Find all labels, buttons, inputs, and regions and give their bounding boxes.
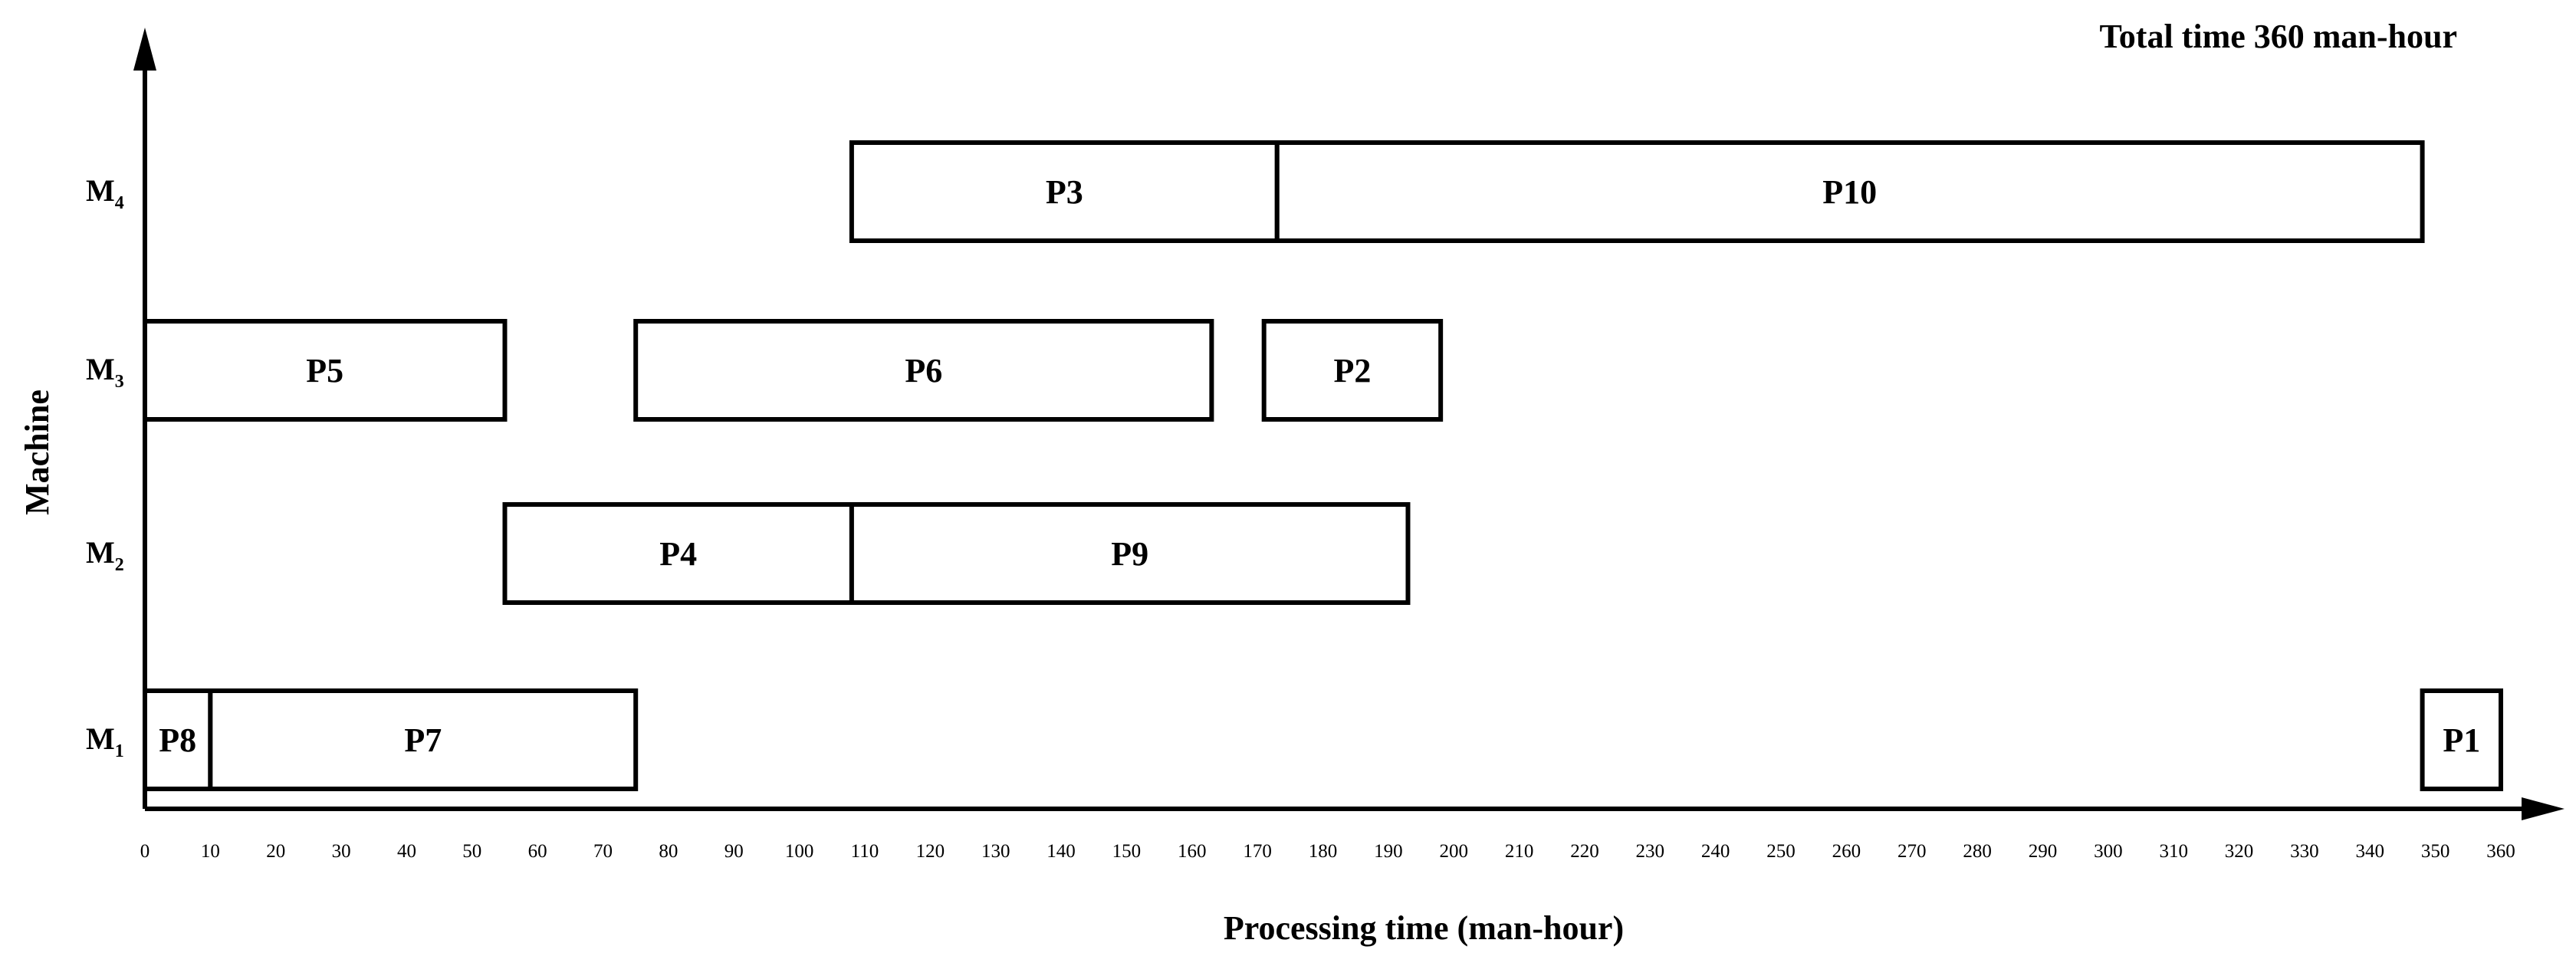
task-label: P7 xyxy=(404,721,442,759)
task-bars: P8 P7 P1 P4 P9 P5 P6 P2 P3 P10 xyxy=(145,143,2501,789)
x-tick-label: 310 xyxy=(2159,841,2188,862)
task-bar-p10: P10 xyxy=(1277,143,2423,241)
x-tick-label: 30 xyxy=(332,841,351,862)
total-time-note: Total time 360 man-hour xyxy=(2100,18,2458,55)
x-tick-label: 40 xyxy=(397,841,416,862)
x-tick-label: 110 xyxy=(851,841,879,862)
x-tick-label: 170 xyxy=(1243,841,1272,862)
x-tick-label: 60 xyxy=(528,841,547,862)
x-tick-label: 80 xyxy=(659,841,678,862)
task-label: P9 xyxy=(1111,535,1148,573)
x-tick-label: 210 xyxy=(1505,841,1534,862)
task-bar-p2: P2 xyxy=(1264,321,1441,419)
x-tick-label: 20 xyxy=(266,841,285,862)
machine-label-m1: M1 xyxy=(86,721,124,761)
machine-label-m2: M2 xyxy=(86,535,124,575)
machine-labels: M1 M2 M3 M4 xyxy=(86,173,124,761)
y-axis-arrow xyxy=(133,28,156,71)
task-bar-p7: P7 xyxy=(210,691,636,789)
task-bar-p6: P6 xyxy=(636,321,1211,419)
x-tick-label: 90 xyxy=(724,841,744,862)
task-label: P8 xyxy=(159,721,196,759)
x-tick-label: 0 xyxy=(140,841,150,862)
x-tick-label: 130 xyxy=(981,841,1010,862)
y-axis-title: Machine xyxy=(18,389,56,515)
x-tick-label: 260 xyxy=(1832,841,1861,862)
task-bar-p4: P4 xyxy=(504,504,851,603)
x-tick-label: 250 xyxy=(1766,841,1796,862)
x-tick-label: 50 xyxy=(462,841,481,862)
machine-label-m3: M3 xyxy=(86,352,124,392)
x-tick-label: 240 xyxy=(1701,841,1730,862)
machine-label-m4: M4 xyxy=(86,173,124,213)
x-tick-label: 200 xyxy=(1439,841,1468,862)
x-tick-label: 70 xyxy=(593,841,613,862)
x-tick-label: 330 xyxy=(2290,841,2319,862)
x-tick-label: 300 xyxy=(2094,841,2123,862)
task-label: P4 xyxy=(659,535,697,573)
x-tick-label: 100 xyxy=(785,841,814,862)
x-tick-label: 10 xyxy=(201,841,220,862)
task-label: P2 xyxy=(1333,352,1371,389)
x-tick-label: 160 xyxy=(1178,841,1207,862)
x-axis-title: Processing time (man-hour) xyxy=(1224,909,1624,947)
task-label: P5 xyxy=(306,352,343,389)
x-tick-label: 340 xyxy=(2356,841,2385,862)
task-label: P1 xyxy=(2443,721,2480,759)
x-tick-label: 290 xyxy=(2029,841,2058,862)
x-tick-label: 140 xyxy=(1046,841,1076,862)
x-tick-labels: 0 10 20 30 40 50 60 70 80 90 100 110 120 130 140 150 160… xyxy=(140,841,2515,862)
task-bar-p5: P5 xyxy=(145,321,504,419)
x-tick-label: 120 xyxy=(916,841,945,862)
task-label: P3 xyxy=(1046,173,1083,211)
x-tick-label: 220 xyxy=(1570,841,1599,862)
task-bar-p9: P9 xyxy=(852,504,1408,603)
task-label: P10 xyxy=(1822,173,1877,211)
task-bar-p8: P8 xyxy=(145,691,210,789)
task-bar-p1: P1 xyxy=(2423,691,2501,789)
task-label: P6 xyxy=(905,352,942,389)
x-tick-label: 270 xyxy=(1898,841,1927,862)
x-axis-arrow xyxy=(2522,797,2564,820)
x-tick-label: 230 xyxy=(1636,841,1665,862)
x-tick-label: 190 xyxy=(1374,841,1403,862)
x-tick-label: 280 xyxy=(1963,841,1992,862)
x-tick-label: 350 xyxy=(2421,841,2450,862)
x-tick-label: 360 xyxy=(2486,841,2515,862)
x-tick-label: 150 xyxy=(1112,841,1142,862)
task-bar-p3: P3 xyxy=(852,143,1277,241)
x-tick-label: 320 xyxy=(2225,841,2254,862)
x-tick-label: 180 xyxy=(1309,841,1338,862)
